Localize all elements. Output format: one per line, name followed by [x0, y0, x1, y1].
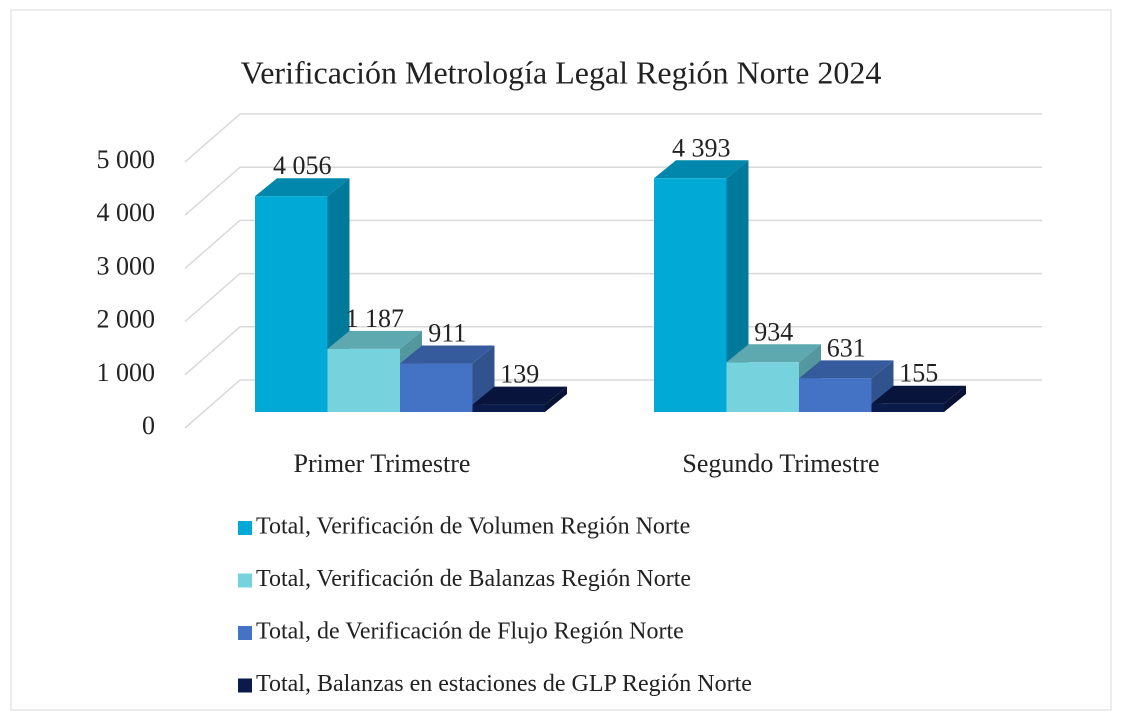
- bar: [327, 348, 400, 412]
- data-label: 911: [428, 319, 466, 348]
- bar-side: [871, 360, 894, 412]
- grid-line: [184, 219, 1042, 269]
- bar-top: [654, 160, 749, 179]
- y-tick-label: 1 000: [97, 358, 156, 387]
- bar: [799, 378, 872, 412]
- legend-swatch: [238, 678, 252, 693]
- bar-side: [545, 386, 567, 412]
- y-tick-label: 3 000: [97, 251, 156, 280]
- bar: [400, 363, 473, 412]
- grid-line: [184, 113, 1042, 163]
- x-tick-label: Primer Trimestre: [294, 449, 471, 478]
- data-label: 4 393: [672, 133, 731, 162]
- chart-frame: [10, 9, 1112, 711]
- bar-side: [944, 385, 966, 412]
- bar: [871, 403, 944, 412]
- legend-label: Total, de Verificación de Flujo Región N…: [256, 619, 684, 645]
- data-label: 4 056: [273, 151, 332, 180]
- legend-swatch: [238, 626, 252, 640]
- bar-top: [472, 386, 567, 405]
- bar-top: [327, 330, 422, 349]
- bar: [726, 362, 799, 412]
- bar-top: [400, 345, 495, 364]
- bar: [255, 196, 328, 412]
- bar-top: [726, 344, 821, 363]
- data-label: 631: [827, 333, 866, 362]
- data-label: 934: [754, 317, 793, 346]
- chart-title: Verificación Metrología Legal Región Nor…: [241, 54, 882, 90]
- bar: [654, 178, 727, 412]
- y-tick-label: 5 000: [97, 145, 156, 174]
- bar: [472, 404, 545, 412]
- grid-line: [184, 326, 1042, 376]
- bar-top: [255, 178, 350, 197]
- y-tick-label: 0: [142, 411, 155, 440]
- grid-line: [184, 166, 1042, 216]
- legend-swatch: [238, 521, 252, 535]
- data-label: 1 187: [346, 304, 405, 333]
- y-tick-label: 4 000: [97, 198, 156, 227]
- legend-label: Total, Verificación de Volumen Región No…: [256, 514, 690, 540]
- legend-swatch: [238, 573, 252, 588]
- grid-line: [184, 272, 1042, 323]
- bar-top: [799, 360, 894, 379]
- legend-label: Total, Balanzas en estaciones de GLP Reg…: [256, 671, 752, 697]
- legend-label: Total, Verificación de Balanzas Región N…: [256, 566, 691, 592]
- data-label: 155: [899, 359, 938, 388]
- data-label: 139: [500, 360, 539, 389]
- x-tick-label: Segundo Trimestre: [682, 449, 879, 478]
- bar-top: [871, 385, 966, 404]
- y-tick-label: 2 000: [97, 305, 156, 334]
